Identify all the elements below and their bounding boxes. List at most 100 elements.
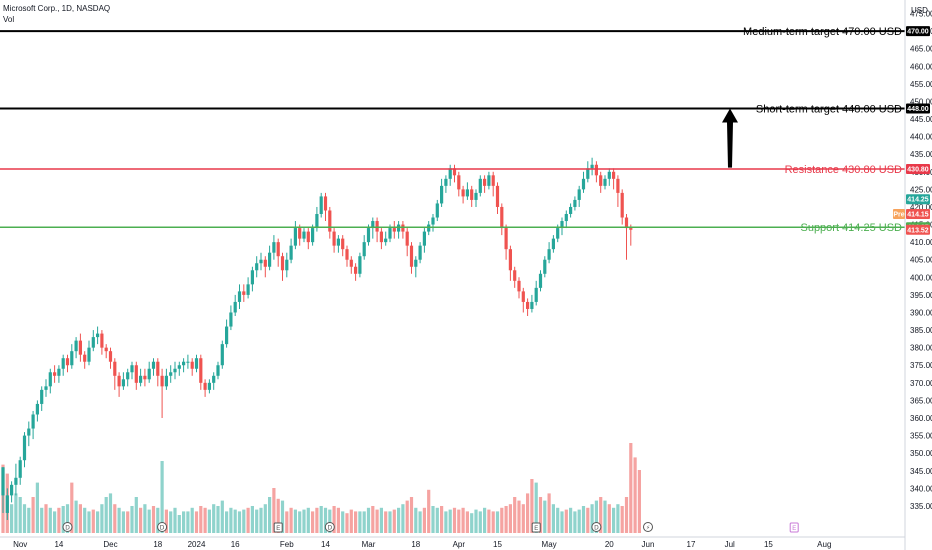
candle [177,361,181,376]
volume-bar [551,504,555,533]
candle-body [319,196,323,214]
volume-bar [590,504,594,533]
candle-body [440,185,444,204]
volume-bar [169,511,173,533]
volume-bar [65,504,70,533]
candle [427,221,431,236]
volume-bar [96,511,100,533]
volume-bar [637,470,641,533]
candle-body [280,256,285,271]
candle [104,344,108,359]
candle-body [586,168,590,179]
candle-body [543,259,547,274]
price-axis: 335.00 340.00 345.00 350.00 355.00 360.00 365.… [910,10,932,511]
candle-body [117,375,121,387]
dividend-icon-text: D [65,525,70,532]
volume-bar [126,511,130,533]
candle-body [156,361,160,376]
volume-bar [263,504,267,533]
candle-body [302,231,306,239]
candle [538,270,543,292]
volume-bar [53,511,57,533]
price-tag: 413.52 [906,224,930,235]
candle-body [590,164,594,169]
price-tick-label: 405.00 [910,256,932,265]
price-tag-text: 413.52 [907,227,929,234]
earnings-icon-text: E [534,526,538,532]
candle [474,189,478,207]
time-tick-label: Mar [362,540,376,549]
volume-bar [186,511,190,533]
volume-bar [10,504,14,533]
volume-bar [70,482,74,533]
volume-bar [14,493,18,533]
volume-bar [311,511,315,533]
candle-body [534,287,538,302]
candle-body [354,266,358,274]
candle [577,185,581,207]
volume-bar [414,507,418,533]
candle [237,284,242,309]
candle-body [435,203,439,218]
time-tick-label: Feb [280,540,294,549]
candle-body [143,375,147,380]
volume-bar [513,497,517,533]
candle [22,432,27,468]
volume-bar [190,507,194,533]
volume-bar [57,507,61,533]
volume-bar [491,511,495,533]
candle [169,365,173,383]
candle [448,164,452,186]
candle-body [560,221,564,229]
candle-body [616,178,620,193]
candle [216,361,220,380]
candle-body [358,256,362,274]
split-icon-text: ⚡ [646,525,650,532]
price-tick-label: 340.00 [910,484,932,493]
candle-body [44,386,48,390]
candle-body [448,168,452,179]
candle [341,235,345,257]
candlesticks [1,157,633,520]
volume-bar [298,511,302,533]
candle [500,203,504,236]
price-tick-label: 435.00 [910,150,932,159]
volume-bar [134,497,138,533]
dividend-marker: D [324,522,335,532]
candle [616,175,620,207]
candle-body [104,347,108,352]
candle-body [452,168,457,176]
candle [268,245,272,271]
candle [53,365,57,383]
candle-body [422,231,426,246]
volume-bar [139,507,143,533]
volume-bar [564,509,568,533]
volume-bar [173,507,177,533]
candle-body [594,164,598,176]
candle-body [10,484,14,496]
resistance-tag: 430.80 [906,163,930,174]
volume-bar [586,507,590,533]
volume-bar [272,488,276,533]
candle [384,231,388,246]
volume-bar [302,509,306,533]
candle-body [173,368,177,373]
dividend-icon [157,522,168,532]
volume-bar [285,511,289,533]
price-tick-label: 360.00 [910,414,932,423]
candle [517,277,521,299]
candle-body [229,312,233,327]
candle-body [513,270,517,281]
candle-body [508,249,512,271]
candle-body [164,375,168,387]
candle-body [624,217,629,229]
candle [581,171,586,193]
time-tick-label: 17 [687,540,696,549]
volume-bar [48,507,52,533]
candle [530,294,534,313]
candle [371,217,375,239]
candle-body [233,301,237,313]
candle [14,463,18,496]
candle [422,228,426,253]
